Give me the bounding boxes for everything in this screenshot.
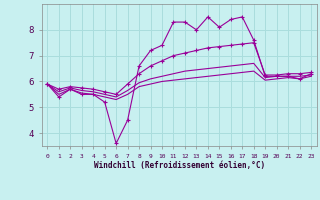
X-axis label: Windchill (Refroidissement éolien,°C): Windchill (Refroidissement éolien,°C) bbox=[94, 161, 265, 170]
